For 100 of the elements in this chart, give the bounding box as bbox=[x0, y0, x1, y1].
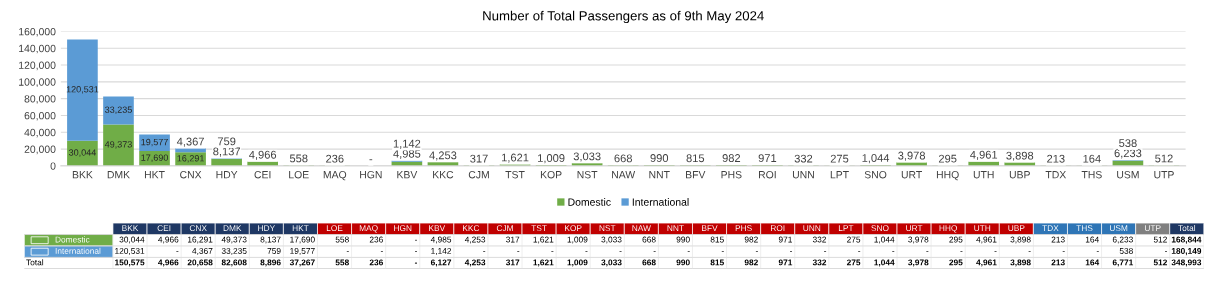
data-label: - bbox=[1028, 251, 1031, 252]
data-label: - bbox=[721, 251, 724, 252]
legend-label: International bbox=[632, 198, 689, 206]
x-tick-label: UTP bbox=[1154, 171, 1174, 179]
y-tick-label: 60,000 bbox=[24, 111, 56, 121]
category-label: HDY bbox=[258, 225, 275, 231]
category-label: HHQ bbox=[939, 225, 958, 233]
text: 6,771 bbox=[1112, 259, 1134, 267]
data-label: 558 bbox=[289, 154, 308, 163]
x-tick-label: THS bbox=[1081, 171, 1102, 179]
data-label: 815 bbox=[686, 154, 705, 163]
data-label: 164 bbox=[1085, 236, 1099, 243]
data-label: 1,009 bbox=[567, 236, 588, 244]
text: 815 bbox=[710, 259, 724, 266]
category-label: TDX bbox=[1042, 225, 1059, 231]
text: 668 bbox=[642, 259, 656, 266]
data-label: - bbox=[517, 251, 520, 252]
x-tick-label: KOP bbox=[540, 171, 562, 179]
data-label: 120,531 bbox=[66, 86, 99, 94]
x-tick-label: LPT bbox=[830, 171, 849, 179]
data-label: 49,373 bbox=[104, 141, 132, 149]
text: 3,898 bbox=[1010, 259, 1031, 267]
data-label: - bbox=[414, 251, 418, 252]
category-label: PHS bbox=[735, 225, 752, 232]
category-label: CEI bbox=[157, 225, 171, 232]
data-label: 1,621 bbox=[533, 236, 554, 244]
x-tick-label: ROI bbox=[759, 171, 776, 179]
data-label: - bbox=[414, 239, 418, 241]
data-label: - bbox=[892, 251, 895, 252]
data-label: 3,978 bbox=[908, 236, 929, 244]
data-label: 990 bbox=[676, 236, 690, 243]
data-label: 558 bbox=[335, 236, 349, 243]
data-label: 8,137 bbox=[213, 147, 240, 157]
data-label: - bbox=[687, 251, 690, 252]
text: 1,044 bbox=[874, 259, 895, 267]
data-label: - bbox=[176, 251, 179, 252]
category-label: SNO bbox=[871, 225, 889, 232]
data-label: 6,233 bbox=[1114, 149, 1142, 159]
data-label: 317 bbox=[470, 154, 488, 163]
category-label: UTH bbox=[974, 225, 991, 232]
data-label: - bbox=[994, 251, 997, 252]
data-label: 49,373 bbox=[221, 236, 247, 244]
data-label: 971 bbox=[758, 154, 777, 162]
data-label: 4,985 bbox=[430, 236, 452, 244]
x-tick-label: URT bbox=[901, 171, 922, 179]
legend-label: Domestic bbox=[568, 198, 611, 206]
x-tick-label: CNX bbox=[180, 171, 202, 179]
category-label: LPT bbox=[838, 225, 854, 231]
y-tick-label: 160,000 bbox=[19, 27, 56, 37]
category-label: BFV bbox=[702, 225, 718, 231]
data-label: 30,044 bbox=[119, 236, 145, 244]
data-label: - bbox=[551, 251, 554, 252]
category-label: MAQ bbox=[359, 225, 378, 233]
x-tick-label: NST bbox=[577, 171, 598, 179]
legend-label: International bbox=[55, 247, 101, 254]
text: 558 bbox=[335, 259, 349, 266]
category-label: CNX bbox=[189, 225, 207, 232]
data-label: 4,961 bbox=[976, 236, 997, 244]
text: 20,658 bbox=[187, 259, 213, 267]
text: 348,993 bbox=[1171, 259, 1202, 267]
category-label: UBP bbox=[1008, 225, 1025, 232]
data-label: 759 bbox=[267, 248, 281, 254]
data-label: - bbox=[619, 251, 622, 252]
data-label: 4,367 bbox=[176, 137, 204, 147]
data-label: 6,233 bbox=[1112, 236, 1133, 244]
category-label: ROI bbox=[770, 225, 785, 232]
data-label: 4,966 bbox=[249, 150, 277, 160]
data-label: 538 bbox=[1119, 248, 1133, 254]
category-label: HGN bbox=[394, 225, 412, 232]
data-label: 4,253 bbox=[429, 151, 457, 161]
x-tick-label: SNO bbox=[864, 171, 887, 179]
data-label: - bbox=[1096, 251, 1099, 252]
data-label: 275 bbox=[830, 154, 849, 163]
text: 236 bbox=[369, 259, 383, 266]
text: 317 bbox=[505, 259, 520, 266]
data-label: 295 bbox=[938, 154, 957, 163]
category-label: THS bbox=[1076, 225, 1093, 232]
data-label: 1,142 bbox=[431, 248, 452, 255]
data-label: 538 bbox=[1119, 139, 1137, 148]
data-label: - bbox=[755, 251, 758, 252]
x-tick-label: PHS bbox=[721, 171, 742, 179]
data-label: - bbox=[346, 251, 349, 252]
data-label: 759 bbox=[217, 137, 236, 146]
data-label: 180,149 bbox=[1171, 248, 1202, 256]
text: 4,966 bbox=[158, 259, 179, 267]
x-tick-label: MAQ bbox=[323, 171, 347, 181]
chart-title: Number of Total Passengers as of 9th May 2024 bbox=[483, 10, 764, 24]
text: 3,033 bbox=[601, 259, 622, 267]
data-label: - bbox=[483, 251, 486, 252]
data-label: 3,978 bbox=[898, 151, 926, 161]
data-label: 236 bbox=[326, 154, 344, 163]
category-label: BKK bbox=[122, 225, 139, 231]
data-label: 317 bbox=[506, 236, 520, 243]
x-tick-label: HDY bbox=[216, 171, 238, 179]
x-tick-label: USM bbox=[1117, 171, 1139, 179]
data-label: 1,044 bbox=[862, 154, 890, 164]
data-label: 168,844 bbox=[1171, 236, 1202, 244]
text: - bbox=[369, 159, 373, 161]
text: 512 bbox=[1153, 259, 1168, 266]
data-label: 17,690 bbox=[290, 236, 315, 244]
